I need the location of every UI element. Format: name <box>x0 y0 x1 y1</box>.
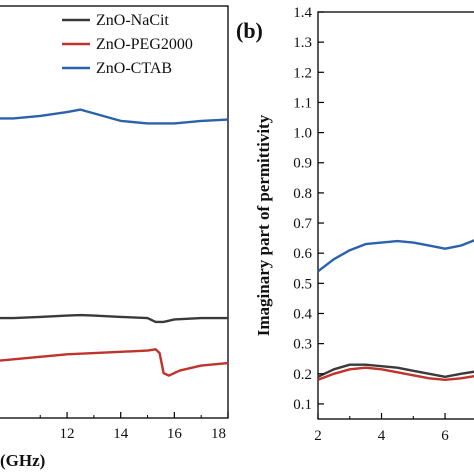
panel-b-series-line-1 <box>317 366 474 381</box>
legend-label-1: ZnO-PEG2000 <box>96 36 193 53</box>
panel-a-x-axis-ticks: 12 14 16 18 <box>39 412 229 442</box>
panel-a: 12 14 16 18 (GHz) ZnO-NaCit ZnO-PEG2000 ZnO-C… <box>0 5 229 470</box>
panel-b-series-line-0 <box>317 363 474 378</box>
panel-b-y-tick-label-9: 1.0 <box>293 126 312 142</box>
panel-a-series-group <box>0 108 229 377</box>
panel-b-y-tick-label-8: 0.9 <box>293 156 312 172</box>
panel-b-y-tick-label-7: 0.8 <box>293 186 312 202</box>
panel-a-series-line-1 <box>0 348 229 377</box>
panel-b-x-tick-label-2: 6 <box>441 428 449 444</box>
panel-b-y-tick-label-4: 0.5 <box>293 276 312 292</box>
panel-b-series-group <box>317 239 474 381</box>
panel-a-series-line-2 <box>0 108 229 125</box>
panel-a-series-line-0 <box>0 313 228 324</box>
panel-b-y-axis-title: Imaginary part of permittivity <box>254 114 273 336</box>
panel-b-x-axis-ticks: 2 4 6 <box>314 413 449 444</box>
panel-b-y-tick-label-1: 0.2 <box>293 367 312 383</box>
panel-b-y-tick-label-0: 0.1 <box>293 397 312 413</box>
panel-b-y-tick-label-2: 0.3 <box>293 337 312 353</box>
panel-b: 2 4 6 0.1 0.2 0.3 0.4 0.5 0.6 0.7 0.8 0.9 1.0 1.1 1.2… <box>236 5 474 444</box>
panel-a-x-tick-label-3: 18 <box>211 426 226 442</box>
panel-b-plot-frame <box>317 11 474 420</box>
legend: ZnO-NaCit ZnO-PEG2000 ZnO-CTAB <box>62 12 193 77</box>
panel-b-y-tick-label-6: 0.7 <box>293 216 312 232</box>
panel-b-series-line-2 <box>317 239 474 273</box>
panel-b-x-tick-label-0: 2 <box>314 428 322 444</box>
panel-a-x-tick-label-2: 16 <box>167 426 183 442</box>
panel-b-y-tick-label-11: 1.2 <box>293 65 312 81</box>
panel-b-y-tick-label-5: 0.6 <box>293 246 312 262</box>
panel-b-y-tick-label-3: 0.4 <box>293 306 312 322</box>
panel-b-y-tick-label-12: 1.3 <box>293 35 312 51</box>
panel-a-x-tick-label-1: 14 <box>113 426 129 442</box>
panel-a-plot-frame <box>0 5 229 419</box>
legend-label-0: ZnO-NaCit <box>96 12 169 29</box>
panel-b-y-tick-label-10: 1.1 <box>293 95 312 111</box>
panel-b-label: (b) <box>236 18 263 43</box>
panel-a-x-axis-title: (GHz) <box>0 451 45 470</box>
panel-b-x-tick-label-1: 4 <box>378 428 386 444</box>
panel-b-y-tick-label-13: 1.4 <box>293 5 312 21</box>
panel-a-x-tick-label-0: 12 <box>60 426 75 442</box>
panel-b-y-axis-ticks: 0.1 0.2 0.3 0.4 0.5 0.6 0.7 0.8 0.9 1.0 1.1 1.2 1.3 1… <box>293 5 324 413</box>
legend-label-2: ZnO-CTAB <box>96 60 172 77</box>
